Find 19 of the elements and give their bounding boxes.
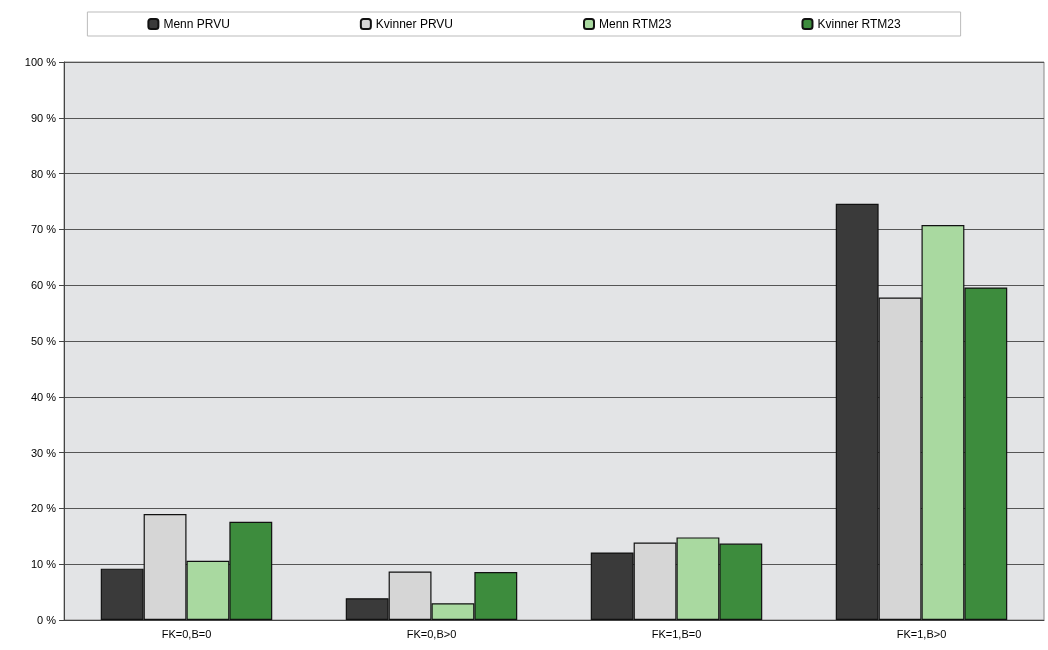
legend-label: Menn PRVU [163,17,230,31]
x-tick-label: FK=1,B>0 [896,627,947,640]
y-tick-label: 100 % [24,56,57,68]
legend-label: Kvinner RTM23 [817,17,901,31]
y-tick-label: 30 % [30,446,57,459]
y-tick-label: 20 % [30,502,57,515]
y-tick-label: 90 % [30,111,57,124]
x-tick-label: FK=0,B>0 [406,627,457,640]
y-tick-label: 50 % [30,335,57,347]
y-tick-label: 0 % [37,614,57,626]
y-tick-label: 40 % [30,390,57,403]
legend-label: Kvinner PRVU [375,17,454,31]
x-tick-label: FK=0,B=0 [161,627,212,640]
y-tick-label: 80 % [30,167,57,180]
y-tick-label: 10 % [30,558,57,571]
y-tick-label: 70 % [30,223,57,236]
x-tick-label: FK=1,B=0 [651,627,702,640]
y-tick-label: 60 % [30,279,57,292]
legend-label: Menn RTM23 [599,17,672,31]
